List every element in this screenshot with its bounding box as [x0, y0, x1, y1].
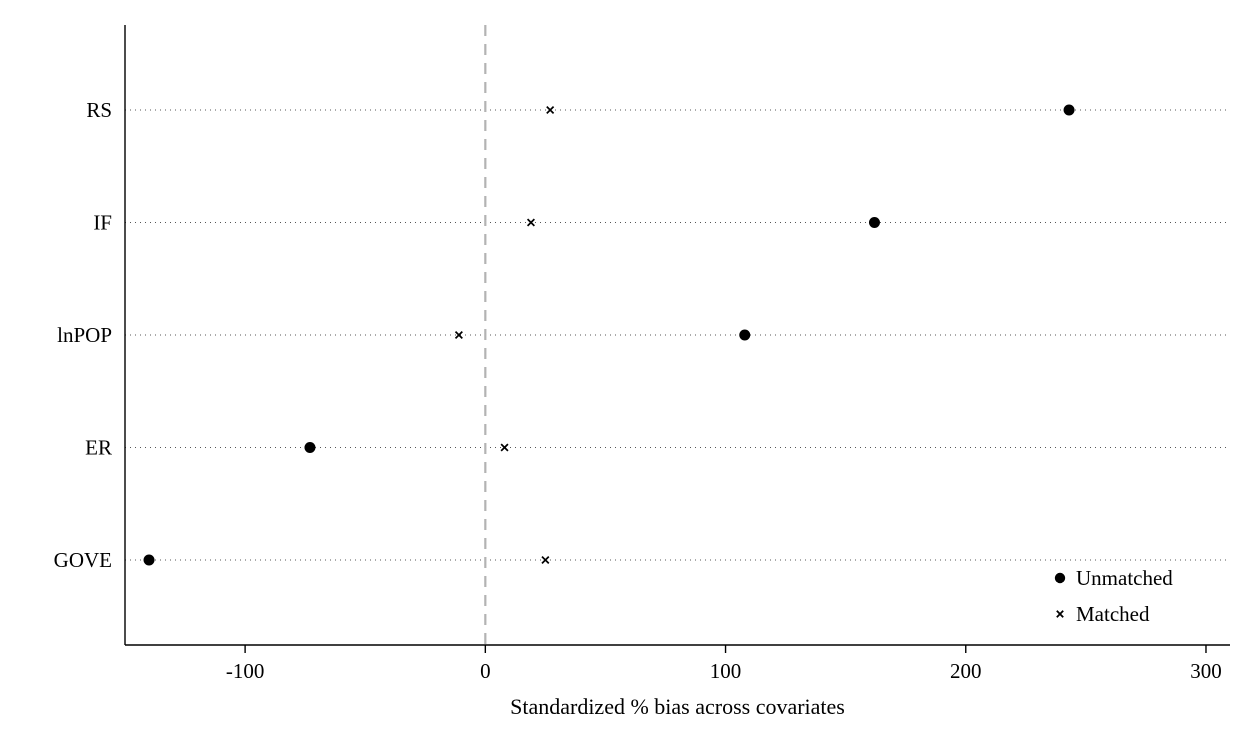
unmatched-marker — [739, 329, 751, 341]
x-tick-label: 100 — [710, 659, 742, 683]
unmatched-circle-icon — [1054, 572, 1066, 584]
legend-label-unmatched: Unmatched — [1076, 565, 1173, 590]
x-axis-title: Standardized % bias across covariates — [510, 694, 845, 719]
x-tick-label: -100 — [226, 659, 265, 683]
x-tick-label: 0 — [480, 659, 491, 683]
category-label: RS — [86, 98, 112, 122]
category-label: lnPOP — [57, 323, 112, 347]
unmatched-marker — [1063, 104, 1075, 116]
matched-marker — [546, 105, 555, 115]
matched-marker — [541, 555, 550, 565]
legend-label-matched: Matched — [1076, 601, 1150, 626]
unmatched-marker — [143, 554, 155, 566]
matched-x-icon — [1056, 610, 1064, 618]
matched-marker — [500, 443, 509, 452]
matched-marker — [454, 330, 463, 340]
category-label: GOVE — [54, 548, 112, 572]
category-label: IF — [93, 211, 112, 235]
unmatched-marker — [304, 442, 316, 453]
legend: Unmatched Matched — [1053, 560, 1173, 632]
category-label: ER — [85, 436, 112, 460]
unmatched-marker — [868, 217, 880, 228]
x-tick-label: 200 — [950, 659, 982, 683]
legend-item-matched: Matched — [1053, 596, 1173, 632]
x-tick-label: 300 — [1190, 659, 1222, 683]
legend-item-unmatched: Unmatched — [1053, 560, 1173, 596]
matched-marker — [526, 218, 535, 227]
